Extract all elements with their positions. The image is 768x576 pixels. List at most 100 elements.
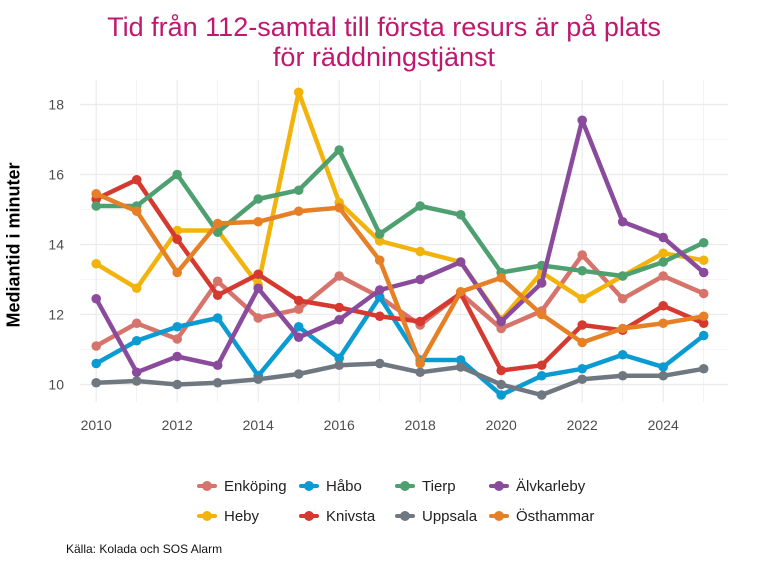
data-point-tierp — [293, 185, 304, 196]
data-point-osthammar — [212, 218, 223, 229]
x-tick-label: 2012 — [162, 417, 193, 433]
data-point-alvkarleby — [455, 257, 466, 267]
data-point-alvkarleby — [172, 351, 182, 362]
data-point-uppsala — [334, 360, 345, 371]
y-tick-label: 14 — [48, 237, 64, 253]
chart-title-line-2: för räddningstjänst — [272, 42, 496, 72]
legend-key-alvkarleby — [488, 476, 510, 496]
y-tick-label: 10 — [48, 377, 64, 393]
data-point-alvkarleby — [496, 316, 507, 327]
data-point-osthammar — [131, 206, 142, 217]
data-point-knivsta — [536, 360, 547, 371]
data-point-tierp — [91, 201, 101, 211]
data-point-knivsta — [698, 318, 709, 329]
legend-label: Älvkarleby — [516, 477, 586, 495]
legend-item-knivsta: Knivsta — [298, 506, 394, 526]
data-point-uppsala — [212, 377, 223, 388]
x-tick-label: 2020 — [486, 417, 517, 433]
legend-label: Uppsala — [422, 507, 478, 525]
series-line-osthammar — [93, 191, 706, 366]
data-point-heby — [374, 236, 385, 246]
data-point-heby — [131, 283, 142, 294]
data-point-enkoping — [496, 323, 507, 334]
data-point-knivsta — [577, 320, 587, 330]
data-point-knivsta — [212, 290, 223, 301]
legend-label: Enköping — [224, 477, 287, 495]
data-point-uppsala — [374, 358, 385, 369]
data-point-uppsala — [536, 390, 547, 400]
data-point-knivsta — [293, 295, 304, 306]
x-tick-label: 2010 — [81, 417, 112, 433]
legend-item-uppsala: Uppsala — [394, 506, 488, 526]
data-point-heby — [658, 248, 668, 259]
data-point-heby — [698, 255, 709, 266]
data-point-alvkarleby — [415, 274, 426, 285]
data-point-enkoping — [698, 288, 709, 299]
legend-key-heby — [196, 506, 218, 526]
data-point-osthammar — [658, 318, 668, 329]
data-point-habo — [698, 330, 709, 341]
data-point-osthammar — [293, 206, 304, 217]
data-point-alvkarleby — [374, 285, 385, 295]
data-point-knivsta — [172, 234, 182, 245]
x-tick-label: 2014 — [243, 417, 274, 433]
data-point-osthammar — [172, 267, 182, 278]
data-point-knivsta — [415, 316, 426, 327]
data-point-habo — [334, 353, 345, 364]
chart-title: Tid från 112-samtal till första resurs ä… — [0, 12, 768, 72]
data-point-habo — [374, 292, 385, 302]
series-line-heby — [93, 89, 706, 323]
data-point-tierp — [374, 229, 385, 239]
data-point-osthammar — [374, 255, 385, 266]
legend-key-knivsta — [298, 506, 320, 526]
data-point-habo — [536, 370, 547, 381]
data-point-alvkarleby — [91, 293, 101, 304]
y-tick-label: 12 — [48, 307, 64, 323]
legend-key-enkoping — [196, 476, 218, 496]
data-point-enkoping — [131, 318, 142, 329]
data-point-knivsta — [658, 300, 668, 311]
data-point-alvkarleby — [334, 314, 345, 325]
legend-label: Östhammar — [516, 507, 595, 525]
data-point-uppsala — [131, 376, 142, 386]
data-point-alvkarleby — [577, 115, 587, 126]
data-point-habo — [91, 358, 101, 369]
data-point-tierp — [617, 271, 628, 281]
data-point-enkoping — [172, 334, 182, 344]
data-point-enkoping — [91, 341, 101, 351]
data-point-uppsala — [91, 377, 101, 388]
data-point-tierp — [698, 237, 709, 248]
data-point-alvkarleby — [698, 267, 709, 278]
data-point-habo — [617, 349, 628, 360]
data-point-tierp — [577, 265, 587, 276]
data-point-tierp — [455, 209, 466, 220]
legend-item-habo: Håbo — [298, 476, 394, 496]
data-point-osthammar — [698, 311, 709, 322]
data-point-tierp — [658, 257, 668, 267]
data-point-heby — [577, 293, 587, 304]
source-note: Källa: Kolada och SOS Alarm — [66, 542, 223, 556]
data-point-enkoping — [617, 293, 628, 304]
data-point-osthammar — [617, 323, 628, 334]
legend-key-osthammar — [488, 506, 510, 526]
data-point-knivsta — [496, 365, 507, 376]
data-point-habo — [212, 313, 223, 323]
data-point-enkoping — [212, 276, 223, 287]
data-point-osthammar — [334, 202, 345, 213]
data-point-alvkarleby — [212, 360, 223, 371]
data-point-alvkarleby — [536, 278, 547, 288]
data-point-enkoping — [293, 304, 304, 315]
data-point-uppsala — [415, 367, 426, 378]
legend-item-alvkarleby: Älvkarleby — [488, 476, 618, 496]
data-point-alvkarleby — [131, 367, 142, 378]
chart-title-line-1: Tid från 112-samtal till första resurs ä… — [107, 12, 661, 42]
data-point-alvkarleby — [293, 332, 304, 343]
data-point-uppsala — [658, 370, 668, 381]
data-point-osthammar — [536, 309, 547, 320]
legend-item-enkoping: Enköping — [196, 476, 298, 496]
y-tick-label: 18 — [48, 97, 64, 113]
data-point-osthammar — [91, 188, 101, 199]
data-point-enkoping — [253, 313, 263, 323]
data-point-osthammar — [455, 286, 466, 297]
legend-key-uppsala — [394, 506, 416, 526]
